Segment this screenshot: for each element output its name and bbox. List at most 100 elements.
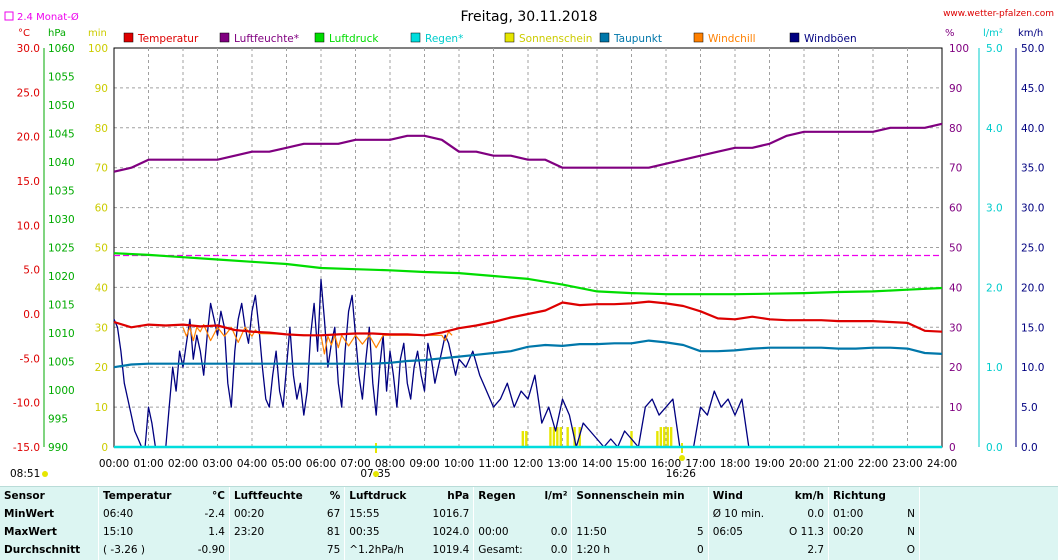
sun-tick: 80 [95,123,108,135]
x-tick: 24:00 [927,458,957,470]
x-tick: 18:00 [720,458,750,470]
wind-value: O 11.3 [789,526,825,539]
rain-tick: 2.0 [986,282,1003,294]
hum-tick: 90 [949,83,962,95]
x-tick: 15:00 [616,458,646,470]
x-tick: 12:00 [513,458,543,470]
sun-tick: 50 [95,243,108,255]
legend-label: Luftdruck [329,33,379,45]
legend-label: Luftfeuchte* [234,33,299,45]
wind-tick: 50.0 [1021,43,1044,55]
press-value: 1024.0 [432,526,470,539]
legend-label: Sonnenschein [519,33,592,45]
x-tick: 08:00 [375,458,405,470]
legend-swatch [789,32,800,43]
wind-tick: 5.0 [1021,402,1038,414]
x-tick: 06:00 [306,458,336,470]
hum-value: 67 [326,507,341,520]
hum-time: 00:20 [228,505,320,524]
x-tick: 05:00 [271,458,301,470]
rain-tick: 0.0 [986,442,1003,454]
statistics-table: Sensor Temperatur °C Luftfeuchte % Luftd… [0,486,1058,560]
wind-value: 0.0 [807,507,825,520]
wind-time: Ø 10 min. [707,505,778,524]
press-tick: 1060 [48,43,75,55]
press-tick: 1000 [48,385,75,397]
site-link: www.wetter-pfalzen.com [943,9,1054,19]
hdr-press-unit: hPa [447,489,470,502]
stats-row-avg: Durchschnitt ( -3.26 ) -0.90 75 ^1.2hPa/… [0,541,1058,560]
press-tick: 1010 [48,328,75,340]
wind-time [707,541,778,560]
legend-swatch [219,32,230,43]
wind-tick: 35.0 [1021,163,1044,175]
update-time: 08:51 [10,468,40,480]
hdr-temp: Temperatur [97,487,188,506]
sunshine-bar [656,431,659,447]
dir-value: N [907,507,915,520]
sun-time: 11:50 [571,523,673,542]
hdr-dir: Richtung [828,487,900,506]
hum-tick: 40 [949,282,962,294]
sunshine-bar [666,427,669,447]
temp-tick: -15.0 [13,442,40,454]
wind-tick: 40.0 [1021,123,1044,135]
press-time: 00:35 [344,523,422,542]
temp-tick: -10.0 [13,398,40,410]
wind-tick: 0.0 [1021,442,1038,454]
rain-time: Gesamt: [473,541,536,560]
press-value: 1019.4 [432,544,470,557]
dir-value: O [906,544,915,557]
dir-time [828,541,900,560]
sun-tick: 60 [95,203,108,215]
legend-label: Regen* [425,33,463,45]
temp-tick: 20.0 [17,132,40,144]
press-tick: 1015 [48,300,75,312]
hdr-sun: Sonnenschein min [571,487,709,506]
x-tick: 04:00 [237,458,267,470]
sunshine-bar [659,427,663,447]
sun-tick: 40 [95,282,108,294]
legend-swatch [693,32,704,43]
sun-value [672,505,708,523]
wind-tick: 30.0 [1021,203,1044,215]
weather-chart: Freitag, 30.11.2018 www.wetter-pfalzen.co… [4,9,1054,480]
hdr-press: Luftdruck [344,487,422,506]
x-tick: 09:00 [409,458,439,470]
sun-tick: 70 [95,163,108,175]
x-tick: 02:00 [168,458,198,470]
temp-time: 15:10 [97,523,188,542]
wind-gust-series [113,278,750,448]
x-tick: 13:00 [547,458,577,470]
temp-unit-label: °C [18,28,30,39]
rain-value [535,505,572,523]
x-tick: 16:00 [651,458,681,470]
temp-time: ( -3.26 ) [97,541,188,560]
x-tick: 20:00 [789,458,819,470]
temp-value: -0.90 [197,544,225,557]
sun-value: 5 [697,526,704,539]
dir-value: N [907,526,915,539]
sun-tick: 90 [95,83,108,95]
hum-tick: 60 [949,203,962,215]
month-avg-legend-icon [4,11,14,21]
press-tick: 1055 [48,72,75,84]
sunshine-bar [669,427,673,447]
rain-tick: 1.0 [986,362,1003,374]
update-sun-icon [42,471,48,477]
hdr-temp-unit: °C [211,489,225,502]
x-tick: 01:00 [133,458,163,470]
rain-value: 0.0 [550,544,568,557]
legend-label: Windchill [708,33,756,45]
legend-label: Windböen [804,33,857,45]
wind-tick: 25.0 [1021,243,1044,255]
hdr-wind: Wind [707,487,778,506]
hum-tick: 10 [949,402,962,414]
press-time: ^1.2hPa/h [344,541,422,560]
sun-tick: 20 [95,362,108,374]
x-tick: 21:00 [823,458,853,470]
sun-time [571,505,673,524]
rain-time: 00:00 [473,523,536,542]
temp-tick: 10.0 [17,220,40,232]
sun-time: 1:20 h [571,541,673,560]
